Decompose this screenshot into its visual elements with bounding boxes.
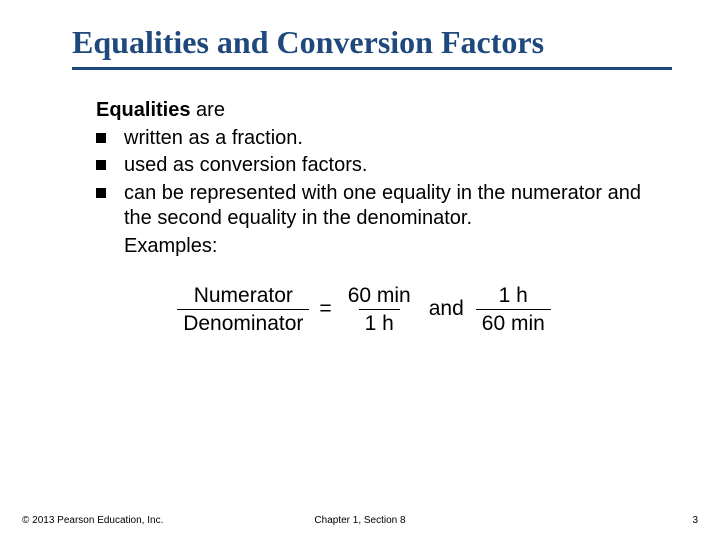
denominator: 60 min	[476, 309, 551, 335]
denominator: 1 h	[359, 309, 400, 335]
copyright: © 2013 Pearson Education, Inc.	[22, 515, 163, 526]
intro-bold: Equalities	[96, 99, 190, 121]
bullet-list: written as a fraction. used as conversio…	[96, 126, 672, 232]
fraction-generic: Numerator Denominator	[177, 284, 309, 335]
footer: © 2013 Pearson Education, Inc. Chapter 1…	[0, 515, 720, 526]
denominator: Denominator	[177, 309, 309, 335]
intro-rest: are	[190, 99, 224, 121]
numerator: 1 h	[493, 284, 534, 309]
bullet-text: used as conversion factors.	[124, 154, 367, 176]
numerator: Numerator	[188, 284, 299, 309]
fraction-2: 1 h 60 min	[476, 284, 551, 335]
numerator: 60 min	[342, 284, 417, 309]
fraction-1: 60 min 1 h	[342, 284, 417, 335]
list-item: used as conversion factors.	[96, 153, 672, 179]
bullet-icon	[96, 188, 106, 198]
formula-row: Numerator Denominator = 60 min 1 h and 1…	[96, 284, 672, 335]
examples-label: Examples:	[96, 234, 672, 260]
intro-line: Equalities are	[96, 98, 672, 124]
bullet-icon	[96, 133, 106, 143]
list-item: can be represented with one equality in …	[96, 181, 672, 232]
bullet-icon	[96, 160, 106, 170]
page-number: 3	[692, 515, 698, 526]
slide-title: Equalities and Conversion Factors	[72, 24, 672, 70]
slide: Equalities and Conversion Factors Equali…	[0, 0, 720, 540]
bullet-text: can be represented with one equality in …	[124, 182, 641, 230]
list-item: written as a fraction.	[96, 126, 672, 152]
and-word: and	[429, 296, 464, 323]
equals-sign: =	[319, 296, 331, 323]
slide-body: Equalities are written as a fraction. us…	[72, 98, 672, 335]
chapter-label: Chapter 1, Section 8	[314, 515, 405, 526]
bullet-text: written as a fraction.	[124, 127, 303, 149]
